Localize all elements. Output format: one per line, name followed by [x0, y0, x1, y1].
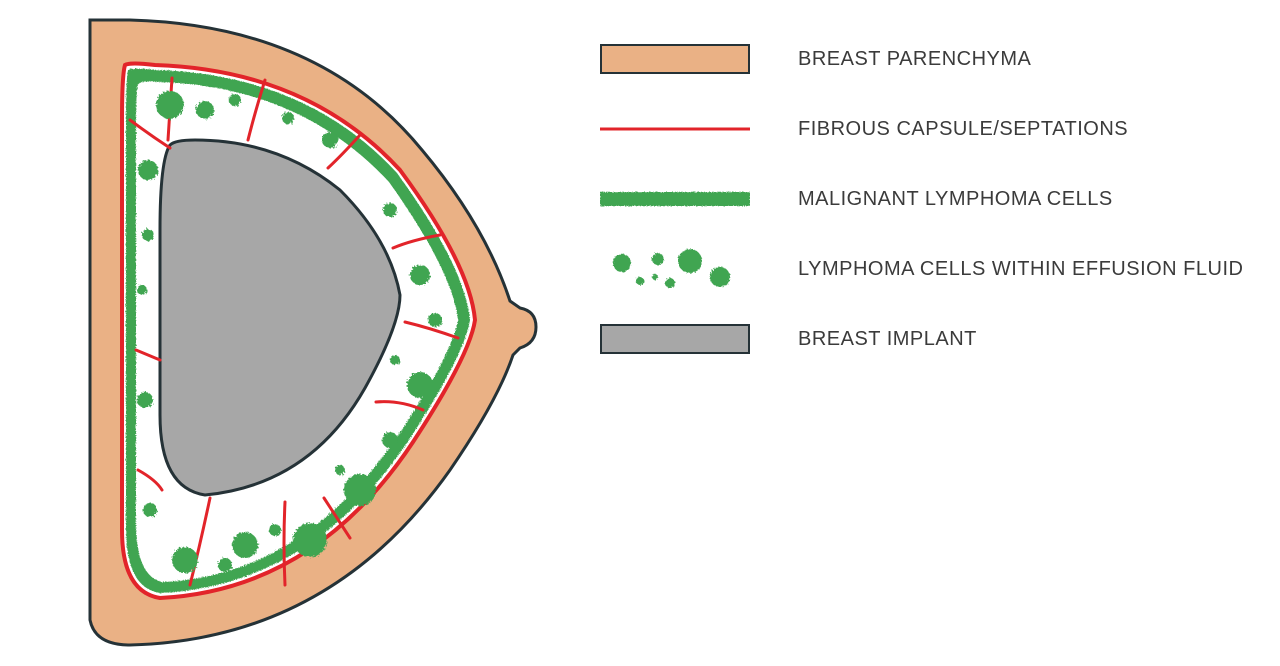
breast-diagram — [30, 0, 570, 666]
swatch-fibrous — [600, 114, 750, 144]
legend-row-implant: BREAST IMPLANT — [600, 320, 1243, 358]
legend-row-lymphoma-lining: MALIGNANT LYMPHOMA CELLS — [600, 180, 1243, 218]
swatch-lymphoma-lining — [600, 184, 750, 214]
label-lymphoma-lining: MALIGNANT LYMPHOMA CELLS — [798, 188, 1113, 211]
legend: BREAST PARENCHYMA FIBROUS CAPSULE/SEPTAT… — [600, 40, 1243, 390]
legend-row-fibrous: FIBROUS CAPSULE/SEPTATIONS — [600, 110, 1243, 148]
swatch-implant — [600, 324, 750, 354]
swatch-effusion-cells — [600, 247, 750, 291]
label-implant: BREAST IMPLANT — [798, 328, 977, 351]
label-parenchyma: BREAST PARENCHYMA — [798, 48, 1031, 71]
swatch-parenchyma — [600, 44, 750, 74]
legend-row-parenchyma: BREAST PARENCHYMA — [600, 40, 1243, 78]
label-fibrous: FIBROUS CAPSULE/SEPTATIONS — [798, 118, 1128, 141]
diagram-svg — [30, 0, 570, 661]
label-effusion-cells: LYMPHOMA CELLS WITHIN EFFUSION FLUID — [798, 258, 1243, 281]
page: BREAST PARENCHYMA FIBROUS CAPSULE/SEPTAT… — [0, 0, 1280, 661]
legend-row-effusion-cells: LYMPHOMA CELLS WITHIN EFFUSION FLUID — [600, 250, 1243, 288]
